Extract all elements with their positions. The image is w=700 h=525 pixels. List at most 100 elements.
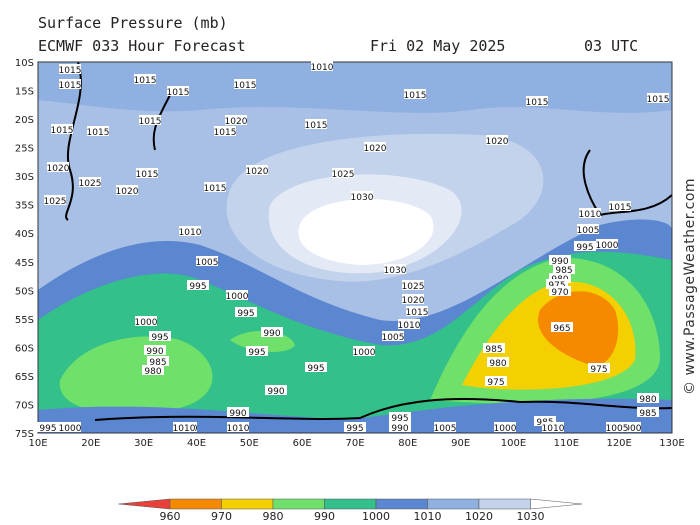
isobar-label: 1015 xyxy=(51,126,74,136)
lat-label: 20S xyxy=(15,115,34,126)
isobar-label-bg xyxy=(51,124,73,134)
isobar-label: 1010 xyxy=(311,63,334,73)
isobar-label-bg xyxy=(116,185,138,195)
isobar-label-bg xyxy=(526,96,548,106)
map-frame xyxy=(37,61,673,434)
isobar-label-bg xyxy=(549,273,571,283)
lat-label: 40S xyxy=(15,229,34,240)
isobar-label-bg xyxy=(135,316,157,326)
isobar-label-bg xyxy=(265,385,287,395)
isobar-label: 1000 xyxy=(59,424,82,434)
isobar-label-bg xyxy=(637,393,659,403)
isobar-label-bg xyxy=(389,412,411,422)
field-985a xyxy=(59,336,213,414)
colorbar-segment xyxy=(221,498,274,510)
isobar-label: 1010 xyxy=(173,424,196,434)
isobar-label-bg xyxy=(574,241,596,251)
lat-label: 50S xyxy=(15,286,34,297)
isobar-label: 990 xyxy=(263,329,280,339)
isobar-label: 1015 xyxy=(139,117,162,127)
isobar-label: 995 xyxy=(248,348,265,358)
isobar-label-bg xyxy=(234,79,256,89)
colorbar-segment xyxy=(324,498,377,510)
isobar-label-bg xyxy=(225,115,247,125)
isobar-label: 1010 xyxy=(542,424,565,434)
isobar-label: 1010 xyxy=(227,424,250,434)
isobar-label: 990 xyxy=(391,424,408,434)
isobar-label-bg xyxy=(384,264,406,274)
isobar-label: 1015 xyxy=(167,88,190,98)
lat-label: 55S xyxy=(15,315,34,326)
isobar-label-bg xyxy=(311,61,333,71)
lon-label: 60E xyxy=(293,438,312,449)
lat-label: 15S xyxy=(15,87,34,98)
lon-label: 10E xyxy=(28,438,47,449)
title: Surface Pressure (mb) xyxy=(38,14,228,32)
isobar-label: 1015 xyxy=(526,98,549,108)
isobar-label-bg xyxy=(382,331,404,341)
isobar-label: 1015 xyxy=(59,66,82,76)
isobar-label: 1010 xyxy=(579,210,602,220)
lat-label: 75S xyxy=(15,429,34,440)
isobar-label-bg xyxy=(406,306,428,316)
isobar-label-bg xyxy=(494,422,516,432)
isobar-label-bg xyxy=(344,422,366,432)
isobar-label-bg xyxy=(167,86,189,96)
isobar-label: 980 xyxy=(489,359,506,369)
field-1010 xyxy=(38,62,672,113)
isobar-label-bg xyxy=(404,89,426,99)
colorbar-label: 980 xyxy=(263,510,284,523)
isobar-label: 1025 xyxy=(44,197,67,207)
colorbar-label: 1000 xyxy=(362,510,390,523)
model: ECMWF 033 Hour Forecast xyxy=(38,37,246,55)
lat-label: 30S xyxy=(15,172,34,183)
isobar-label: 1005 xyxy=(434,424,457,434)
isobar-label: 980 xyxy=(144,367,161,377)
isobar-label: 1025 xyxy=(79,179,102,189)
lon-label: 110E xyxy=(554,438,579,449)
lat-label: 25S xyxy=(15,144,34,155)
isobar-label-bg xyxy=(226,290,248,300)
isobar-label: 995 xyxy=(576,243,593,253)
isobar-label-bg xyxy=(534,416,556,426)
colorbar-label: 1010 xyxy=(414,510,442,523)
isobar-label: 975 xyxy=(590,365,607,375)
isobar-label-bg xyxy=(246,165,268,175)
isobar-label-bg xyxy=(136,168,158,178)
isobar-label: 1005 xyxy=(196,258,219,268)
colorbar-label: 990 xyxy=(314,510,335,523)
isobar-label-bg xyxy=(609,201,631,211)
isobar-label: 1015 xyxy=(647,95,670,105)
isobar-label: 1020 xyxy=(402,296,425,306)
isobar-label-bg xyxy=(588,363,610,373)
isobar-label-bg xyxy=(179,226,201,236)
isobar-label-bg xyxy=(44,195,66,205)
colorbar-segment xyxy=(272,498,325,510)
isobar-label: 1000 xyxy=(619,424,642,434)
colorbar-segment xyxy=(375,498,428,510)
isobar-label: 985 xyxy=(639,409,656,419)
isobar-label-bg xyxy=(487,357,509,367)
isobar-label-bg xyxy=(149,331,171,341)
isobar-label-bg xyxy=(173,422,195,432)
isobar-label: 1020 xyxy=(486,137,509,147)
map-field xyxy=(38,62,672,433)
isobar-label-bg xyxy=(553,264,575,274)
lat-label: 45S xyxy=(15,258,34,269)
isobar-label-bg xyxy=(59,422,81,432)
lat-label: 35S xyxy=(15,201,34,212)
isobar-label: 985 xyxy=(485,345,502,355)
lat-label: 70S xyxy=(15,400,34,411)
isobar-label: 1010 xyxy=(179,228,202,238)
isobar-label: 1015 xyxy=(134,76,157,86)
isobar-label: 990 xyxy=(229,409,246,419)
isobar-label: 985 xyxy=(555,266,572,276)
isobar-label: 1000 xyxy=(135,318,158,328)
isobar-label: 990 xyxy=(551,257,568,267)
isobar-label: 1015 xyxy=(214,128,237,138)
isobar-label-bg xyxy=(227,422,249,432)
colorbar-segment xyxy=(530,498,583,510)
isobar-label-bg xyxy=(485,376,507,386)
